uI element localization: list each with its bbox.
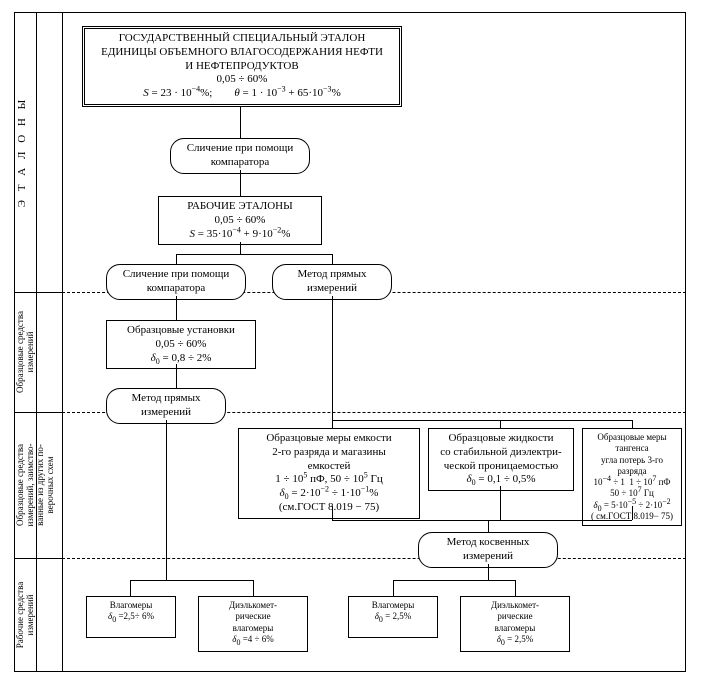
node-n5: Метод прямыхизмерений [272,264,392,300]
connector [515,580,516,596]
node-n12: Влагомерыδ0 =2,5÷ 6% [86,596,176,638]
connector [240,242,241,254]
node-n15: Диэлькомет-рическиевлагомерыδ0 = 2,5% [460,596,570,652]
node-n7: Метод прямыхизмерений [106,388,226,424]
node-n11: Метод косвенныхизмерений [418,532,558,568]
row-label-r2: Образцовые средстваизмерений [16,292,36,412]
node-n4: Сличение при помощикомпаратора [106,264,246,300]
connector [130,580,253,581]
connector [632,420,633,428]
connector [488,564,489,580]
node-n8: Образцовые меры емкости2-го разряда и ма… [238,428,420,519]
connector [632,506,633,520]
connector [253,580,254,596]
connector [240,170,241,196]
connector [166,420,167,580]
connector [393,580,515,581]
diagram-canvas: Э Т А Л О Н ЫОбразцовые средстваизмерени… [0,0,701,687]
row-label-r3: Образцовые средстваизмерений, заимство-в… [16,412,56,558]
node-n1: ГОСУДАРСТВЕННЫЙ СПЕЦИАЛЬНЫЙ ЭТАЛОНЕДИНИЦ… [82,26,402,107]
node-n9: Образцовые жидкостисо стабильной диэлект… [428,428,574,491]
connector [500,420,501,428]
col-sep-1 [36,12,37,672]
node-n6: Образцовые установки0,05 ÷ 60%δ0 = 0,8 ÷… [106,320,256,369]
connector [332,254,333,264]
connector [240,106,241,138]
node-n14: Влагомерыδ0 = 2,5% [348,596,438,638]
connector [130,580,131,596]
row-label-r1: Э Т А Л О Н Ы [16,12,28,292]
connector [500,486,501,520]
row-label-r4: Рабочие средстваизмерений [16,558,36,672]
connector [332,420,632,421]
connector [332,506,333,520]
connector [332,296,333,420]
connector [176,254,177,264]
node-n13: Диэлькомет-рическиевлагомерыδ0 =4 ÷ 6% [198,596,308,652]
connector [332,420,333,428]
connector [176,254,332,255]
node-n2: Сличение при помощикомпаратора [170,138,310,174]
connector [176,296,177,320]
row-separator [62,558,686,559]
connector [332,520,632,521]
connector [488,520,489,532]
connector [176,364,177,388]
connector [393,580,394,596]
col-sep-2 [62,12,63,672]
node-n3: РАБОЧИЕ ЭТАЛОНЫ0,05 ÷ 60%S = 35·10−4 + 9… [158,196,322,245]
